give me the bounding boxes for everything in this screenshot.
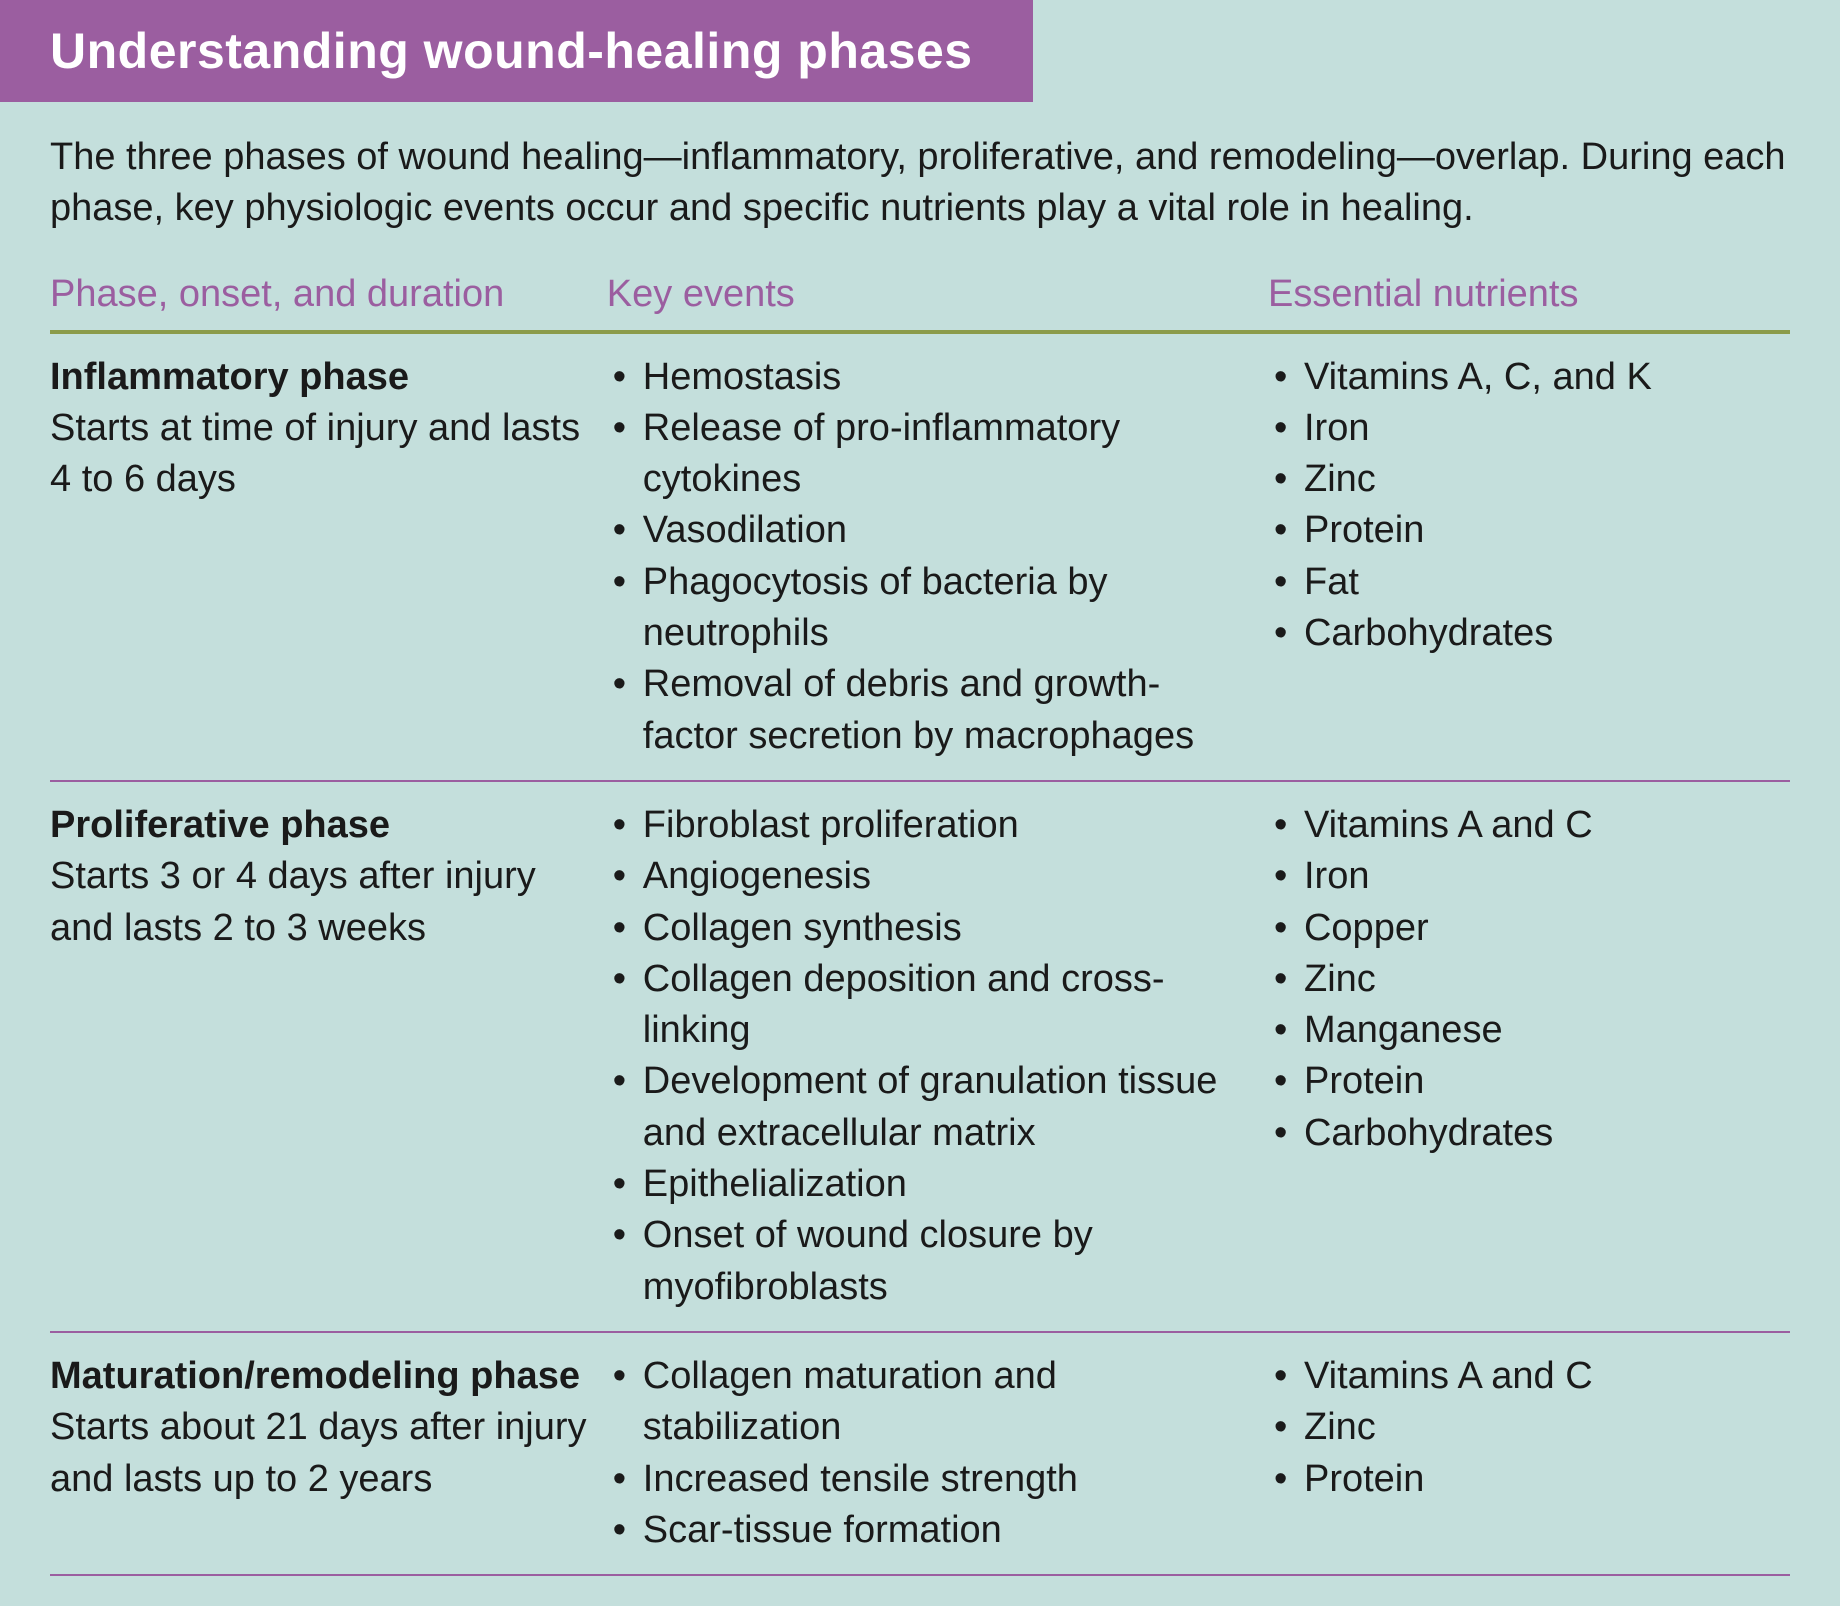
list-item: Zinc (1268, 454, 1770, 505)
events-list: Fibroblast proliferationAngiogenesisColl… (607, 800, 1248, 1313)
nutrients-list: Vitamins A, C, and KIronZincProteinFatCa… (1268, 352, 1770, 660)
nutrients-list: Vitamins A and CZincProtein (1268, 1351, 1770, 1505)
panel: Understanding wound-healing phases The t… (0, 0, 1840, 1606)
table-row: Inflammatory phaseStarts at time of inju… (50, 332, 1790, 781)
phase-description: Starts 3 or 4 days after injury and last… (50, 851, 587, 954)
table-header-row: Phase, onset, and duration Key events Es… (50, 265, 1790, 332)
phase-title: Maturation/remodeling phase (50, 1351, 587, 1402)
phase-description: Starts at time of injury and lasts 4 to … (50, 403, 587, 506)
list-item: Carbohydrates (1268, 608, 1770, 659)
list-item: Protein (1268, 1056, 1770, 1107)
list-item: Zinc (1268, 1402, 1770, 1453)
list-item: Collagen synthesis (607, 903, 1248, 954)
events-cell: Fibroblast proliferationAngiogenesisColl… (607, 781, 1268, 1332)
list-item: Collagen deposition and cross-linking (607, 954, 1248, 1057)
list-item: Increased tensile strength (607, 1454, 1248, 1505)
list-item: Fat (1268, 557, 1770, 608)
nutrients-cell: Vitamins A and CIronCopperZincManganeseP… (1268, 781, 1790, 1332)
intro-text: The three phases of wound healing—inflam… (0, 102, 1840, 265)
list-item: Vitamins A, C, and K (1268, 352, 1770, 403)
list-item: Zinc (1268, 954, 1770, 1005)
list-item: Release of pro-inflammatory cytokines (607, 403, 1248, 506)
list-item: Onset of wound closure by myofibroblasts (607, 1210, 1248, 1313)
phase-cell: Maturation/remodeling phaseStarts about … (50, 1332, 607, 1575)
list-item: Development of granulation tissue and ex… (607, 1056, 1248, 1159)
list-item: Fibroblast proliferation (607, 800, 1248, 851)
list-item: Phagocytosis of bacteria by neutrophils (607, 557, 1248, 660)
list-item: Protein (1268, 1454, 1770, 1505)
events-list: Collagen maturation and stabilizationInc… (607, 1351, 1248, 1556)
nutrients-cell: Vitamins A and CZincProtein (1268, 1332, 1790, 1575)
phase-cell: Proliferative phaseStarts 3 or 4 days af… (50, 781, 607, 1332)
list-item: Epithelialization (607, 1159, 1248, 1210)
list-item: Removal of debris and growth-factor secr… (607, 659, 1248, 762)
table-row: Maturation/remodeling phaseStarts about … (50, 1332, 1790, 1575)
phase-title: Proliferative phase (50, 800, 587, 851)
list-item: Vitamins A and C (1268, 800, 1770, 851)
events-cell: Collagen maturation and stabilizationInc… (607, 1332, 1268, 1575)
col-header-events: Key events (607, 265, 1268, 332)
list-item: Iron (1268, 851, 1770, 902)
list-item: Vitamins A and C (1268, 1351, 1770, 1402)
list-item: Copper (1268, 903, 1770, 954)
col-header-phase: Phase, onset, and duration (50, 265, 607, 332)
list-item: Iron (1268, 403, 1770, 454)
events-cell: HemostasisRelease of pro-inflammatory cy… (607, 332, 1268, 781)
nutrients-list: Vitamins A and CIronCopperZincManganeseP… (1268, 800, 1770, 1159)
nutrients-cell: Vitamins A, C, and KIronZincProteinFatCa… (1268, 332, 1790, 781)
phase-cell: Inflammatory phaseStarts at time of inju… (50, 332, 607, 781)
list-item: Collagen maturation and stabilization (607, 1351, 1248, 1454)
table-row: Proliferative phaseStarts 3 or 4 days af… (50, 781, 1790, 1332)
phase-description: Starts about 21 days after injury and la… (50, 1402, 587, 1505)
events-list: HemostasisRelease of pro-inflammatory cy… (607, 352, 1248, 762)
list-item: Manganese (1268, 1005, 1770, 1056)
list-item: Hemostasis (607, 352, 1248, 403)
list-item: Vasodilation (607, 505, 1248, 556)
list-item: Angiogenesis (607, 851, 1248, 902)
col-header-nutrients: Essential nutrients (1268, 265, 1790, 332)
phase-title: Inflammatory phase (50, 352, 587, 403)
phases-table: Phase, onset, and duration Key events Es… (50, 265, 1790, 1577)
list-item: Carbohydrates (1268, 1108, 1770, 1159)
list-item: Scar-tissue formation (607, 1505, 1248, 1556)
page-title: Understanding wound-healing phases (0, 0, 1033, 102)
list-item: Protein (1268, 505, 1770, 556)
